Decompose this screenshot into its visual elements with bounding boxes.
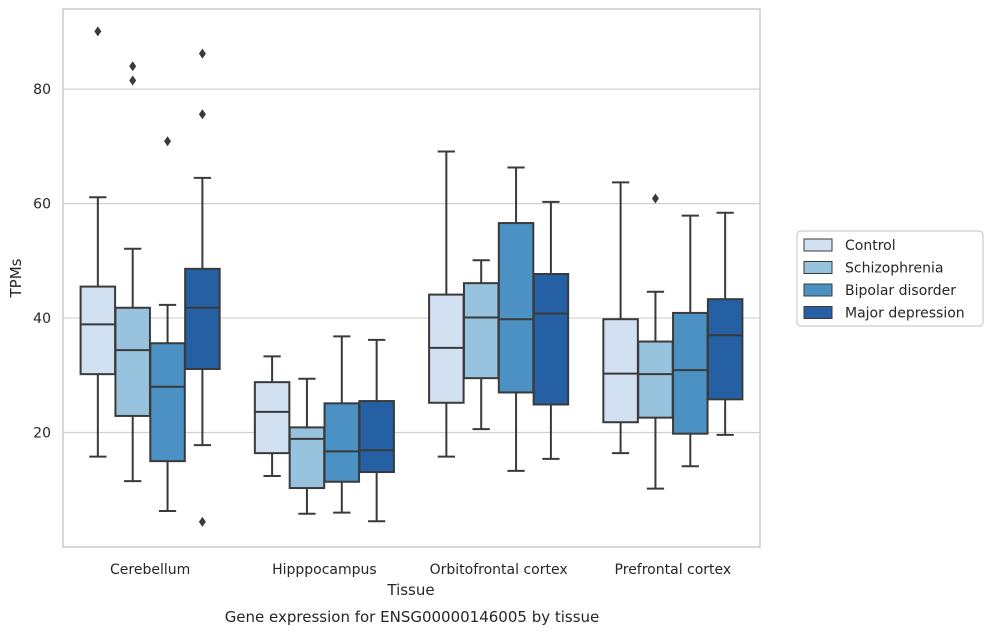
outlier-point xyxy=(651,193,659,204)
outlier-point xyxy=(94,26,102,37)
box-group xyxy=(149,136,186,512)
box-group xyxy=(323,335,361,514)
box-group xyxy=(79,26,117,458)
legend-label: Control xyxy=(845,238,896,254)
legend-swatch xyxy=(803,261,833,274)
outlier-point xyxy=(164,136,172,147)
box-iqr xyxy=(497,222,535,394)
x-tick-label: Cerebellum xyxy=(110,562,190,578)
box-group xyxy=(184,48,221,527)
box-iqr xyxy=(532,272,570,406)
box-iqr xyxy=(114,306,151,417)
box-iqr xyxy=(149,342,186,463)
x-axis-label: Tissue xyxy=(386,581,434,599)
legend-swatch xyxy=(803,283,833,297)
y-tick-label: 20 xyxy=(33,426,51,442)
box-iqr xyxy=(462,282,500,380)
x-tick-label: Orbitofrontal cortex xyxy=(430,562,568,578)
y-tick-label: 40 xyxy=(33,311,51,327)
box-iqr xyxy=(253,381,291,455)
y-axis-ticks: 20 40 60 80 xyxy=(33,82,51,441)
outlier-point xyxy=(129,61,137,72)
legend-box xyxy=(796,230,984,327)
box-iqr xyxy=(79,285,117,376)
plot-area xyxy=(79,26,744,527)
box-iqr xyxy=(602,318,639,424)
box-iqr xyxy=(358,400,395,474)
box-group xyxy=(462,259,500,431)
legend: Control Schizophrenia Bipolar disorder Majo… xyxy=(796,230,984,327)
box-group xyxy=(497,166,535,472)
legend-label: Major depression xyxy=(845,306,965,322)
plot-frame xyxy=(62,8,761,548)
box-iqr xyxy=(288,426,326,490)
box-iqr xyxy=(323,402,361,483)
box-group xyxy=(602,181,639,455)
box-group xyxy=(114,61,151,483)
y-tick-label: 60 xyxy=(33,197,51,213)
outlier-point xyxy=(198,109,206,120)
legend-label: Bipolar disorder xyxy=(845,283,956,299)
legend-swatch xyxy=(803,238,833,252)
box-group xyxy=(253,355,291,478)
chart-caption: Gene expression for ENSG00000146005 by t… xyxy=(225,608,600,626)
x-tick-label: Hipppocampus xyxy=(272,562,377,578)
outlier-point xyxy=(198,48,206,59)
outlier-point xyxy=(198,516,206,527)
legend-label: Schizophrenia xyxy=(845,261,943,277)
box-group xyxy=(672,214,709,468)
x-axis-ticks: Cerebellum Hipppocampus Orbitofrontal cort… xyxy=(110,562,731,578)
box-group xyxy=(428,150,465,458)
box-iqr xyxy=(184,267,221,371)
box-group xyxy=(358,338,395,523)
box-group xyxy=(706,211,744,436)
y-tick-label: 80 xyxy=(33,82,51,98)
box-iqr xyxy=(672,311,709,435)
box-group xyxy=(288,377,326,515)
box-iqr xyxy=(706,298,744,401)
box-iqr xyxy=(637,340,674,419)
y-axis-label: TPMs xyxy=(7,258,25,298)
box-group xyxy=(532,200,570,460)
legend-swatch xyxy=(803,306,833,319)
x-tick-label: Prefrontal cortex xyxy=(615,562,732,578)
outlier-point xyxy=(129,75,137,86)
